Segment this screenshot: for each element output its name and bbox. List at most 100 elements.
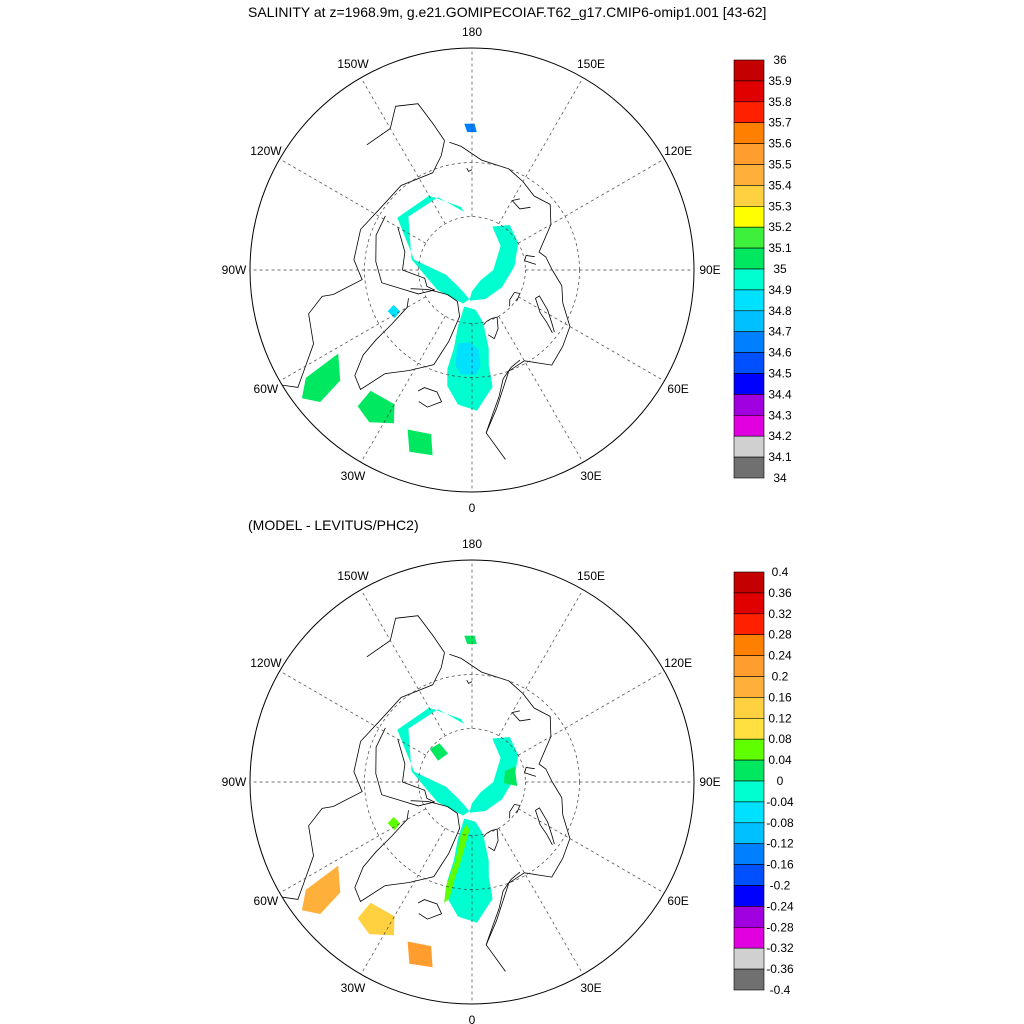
region-greenland-sea xyxy=(455,342,481,375)
colorbar-swatch xyxy=(733,780,765,803)
colorbar-label: -0.16 xyxy=(766,858,794,872)
coastline xyxy=(466,679,473,684)
colorbar-label: -0.28 xyxy=(766,920,794,934)
longitude-label: 120W xyxy=(250,656,282,670)
colorbar-swatch xyxy=(733,655,765,677)
meridian-line xyxy=(279,808,426,894)
map-body xyxy=(250,560,694,1004)
longitude-label: 150E xyxy=(577,57,605,71)
colorbar-swatch xyxy=(733,373,765,395)
coastline xyxy=(535,295,555,333)
colorbar-label: 36 xyxy=(773,53,787,67)
colorbar-swatch xyxy=(733,571,765,594)
coastline xyxy=(375,727,436,807)
meridian-line xyxy=(279,296,426,382)
longitude-label: 30W xyxy=(341,981,366,995)
longitude-label: 60E xyxy=(667,382,688,396)
colorbar-swatch xyxy=(733,164,765,186)
colorbar-swatch xyxy=(733,676,765,698)
longitude-label: 0 xyxy=(469,1013,476,1024)
region-canada-basin xyxy=(397,707,470,816)
longitude-label: 150W xyxy=(337,569,369,583)
colorbar-label: -0.2 xyxy=(770,879,791,893)
colorbar-swatch xyxy=(733,697,765,719)
coastline xyxy=(250,140,445,388)
coastline xyxy=(524,255,537,265)
colorbar-swatch xyxy=(733,310,765,332)
region-makarov-patch xyxy=(429,743,448,761)
colorbar-swatch xyxy=(733,592,765,615)
coastline xyxy=(375,215,436,295)
longitude-label: 150E xyxy=(577,569,605,583)
longitude-label: 180 xyxy=(462,25,482,39)
region-iceland-basin xyxy=(407,941,433,968)
region-baffin-bay xyxy=(387,816,401,831)
longitude-label: 120E xyxy=(664,144,692,158)
map-panel-1: 180 150E 120E 90E 60E 30E 0 30W 60W 90W 120W 150W 0.… xyxy=(222,537,794,1024)
meridian-line xyxy=(360,589,446,736)
colorbar-label: 35.8 xyxy=(768,95,792,109)
meridian-line xyxy=(518,296,665,382)
colorbar-swatch xyxy=(733,947,765,970)
region-irminger-sea xyxy=(357,390,395,424)
meridian-line xyxy=(360,316,446,463)
longitude-label: 90E xyxy=(699,263,720,277)
colorbar-label: -0.04 xyxy=(766,795,794,809)
colorbar-swatch xyxy=(733,122,765,144)
region-labrador-sea xyxy=(301,865,341,914)
meridian-line xyxy=(279,670,426,756)
region-bering-sea xyxy=(464,123,477,133)
longitude-label: 90E xyxy=(699,775,720,789)
colorbar-label: 34.2 xyxy=(768,429,792,443)
region-fram-strait-nordic xyxy=(447,818,493,923)
colorbar-label: -0.08 xyxy=(766,816,794,830)
longitude-label: 180 xyxy=(462,537,482,551)
colorbar-label: 34.6 xyxy=(768,346,792,360)
region-labrador-sea xyxy=(301,353,341,402)
coastline xyxy=(417,387,443,408)
region-irminger-sea xyxy=(357,902,395,936)
colorbar-swatch xyxy=(733,289,765,312)
longitude-label: 90W xyxy=(222,775,247,789)
colorbar-label: -0.32 xyxy=(766,941,794,955)
coastline xyxy=(354,288,461,391)
region-bering-sea xyxy=(464,635,477,645)
colorbar-swatch xyxy=(733,717,765,740)
colorbar-label: -0.12 xyxy=(766,837,794,851)
meridian-line xyxy=(498,77,584,224)
map-panel-0: 180 150E 120E 90E 60E 30E 0 30W 60W 90W 120W 150W 36… xyxy=(222,25,792,515)
colorbar-swatch xyxy=(733,143,765,165)
colorbar-label: -0.36 xyxy=(766,962,794,976)
colorbar-label: 35.9 xyxy=(768,74,792,88)
region-greenland-slope xyxy=(444,824,470,903)
colorbar-swatch xyxy=(733,759,765,782)
colorbar-label: 35.5 xyxy=(768,158,792,172)
coastline xyxy=(511,710,531,722)
colorbar-label: 0.28 xyxy=(768,628,792,642)
meridian-line xyxy=(360,828,446,975)
meridian-line xyxy=(279,158,426,244)
longitude-label: 60E xyxy=(667,894,688,908)
colorbar-label: 34.1 xyxy=(768,450,792,464)
colorbar-label: 0.32 xyxy=(768,607,792,621)
colorbar-swatch xyxy=(733,331,765,353)
colorbar-label: 0.2 xyxy=(772,670,789,684)
longitude-label: 120W xyxy=(250,144,282,158)
colorbar-swatch xyxy=(733,634,765,656)
longitude-label: 30W xyxy=(341,469,366,483)
colorbar-swatch xyxy=(733,435,765,458)
colorbar-label: 35.6 xyxy=(768,137,792,151)
colorbar-swatch xyxy=(733,352,765,374)
colorbar-label: -0.24 xyxy=(766,899,794,913)
coastline xyxy=(366,103,445,146)
colorbar-label: 35.2 xyxy=(768,220,792,234)
region-baffin-bay xyxy=(387,304,401,319)
colorbar-swatch xyxy=(733,59,765,82)
longitude-label: 60W xyxy=(254,382,279,396)
colorbar-label: 0.4 xyxy=(772,565,789,579)
colorbar-label: 34.3 xyxy=(768,408,792,422)
meridian-line xyxy=(498,589,584,736)
colorbar-swatch xyxy=(733,613,765,635)
meridian-line xyxy=(518,808,665,894)
longitude-label: 60W xyxy=(254,894,279,908)
